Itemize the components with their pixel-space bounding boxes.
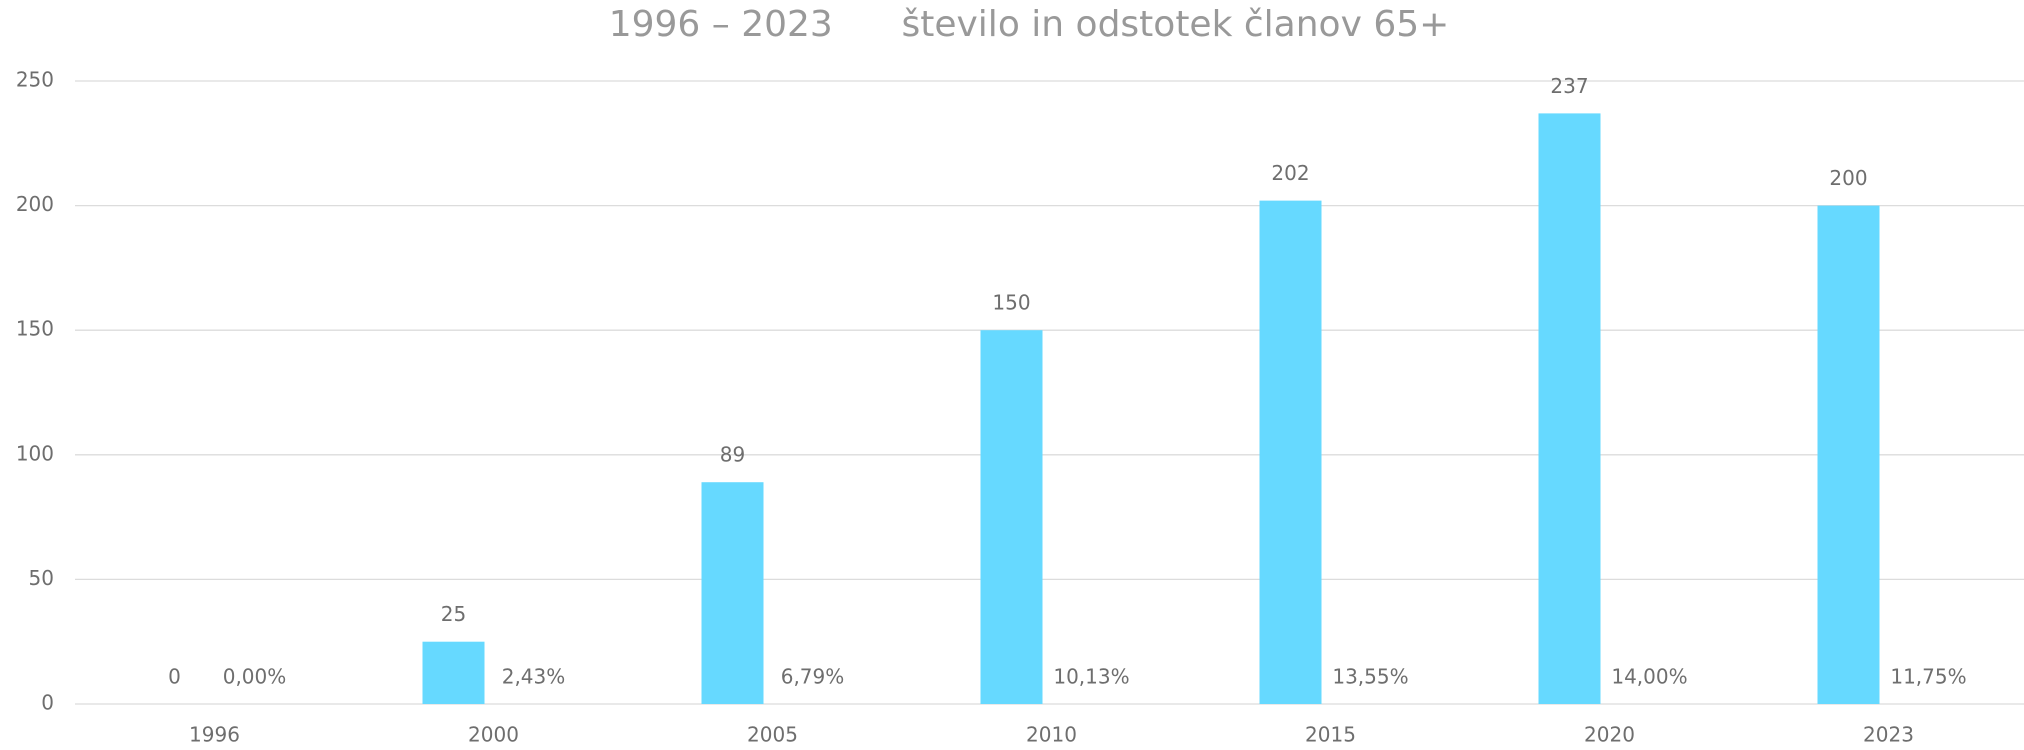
bar <box>422 641 485 704</box>
y-tick-label: 250 <box>16 68 54 92</box>
data-label: 0,00% <box>223 665 287 689</box>
x-tick-label: 2000 <box>468 723 519 747</box>
bar <box>1259 200 1322 704</box>
bar <box>782 687 844 704</box>
bar <box>701 482 764 704</box>
data-label: 0 <box>168 665 181 689</box>
bar <box>980 330 1043 704</box>
data-label: 6,79% <box>781 665 845 689</box>
y-tick-label: 100 <box>16 441 54 465</box>
bar <box>1817 205 1880 704</box>
bar <box>1538 113 1601 705</box>
x-tick-label: 2020 <box>1584 723 1635 747</box>
data-label: 13,55% <box>1332 665 1408 689</box>
y-tick-label: 150 <box>16 317 54 341</box>
x-tick-label: 2010 <box>1026 723 1077 747</box>
y-tick-label: 0 <box>41 691 54 715</box>
y-tick-label: 200 <box>16 192 54 216</box>
data-label: 89 <box>720 443 745 467</box>
chart-title: 1996 – 2023 število in odstotek članov 6… <box>609 4 1450 45</box>
x-tick-label: 1996 <box>189 723 240 747</box>
data-label: 25 <box>441 602 466 626</box>
y-tick-label: 50 <box>29 566 54 590</box>
x-tick-label: 2023 <box>1863 723 1914 747</box>
bar <box>503 698 565 704</box>
x-tick-label: 2005 <box>747 723 798 747</box>
data-label: 150 <box>992 291 1030 315</box>
data-label: 10,13% <box>1053 665 1129 689</box>
data-label: 11,75% <box>1890 665 1966 689</box>
data-label: 2,43% <box>502 665 566 689</box>
data-label: 237 <box>1550 74 1588 98</box>
data-label: 200 <box>1829 166 1867 190</box>
data-label: 202 <box>1271 161 1309 185</box>
data-label: 14,00% <box>1611 665 1687 689</box>
x-tick-label: 2015 <box>1305 723 1356 747</box>
